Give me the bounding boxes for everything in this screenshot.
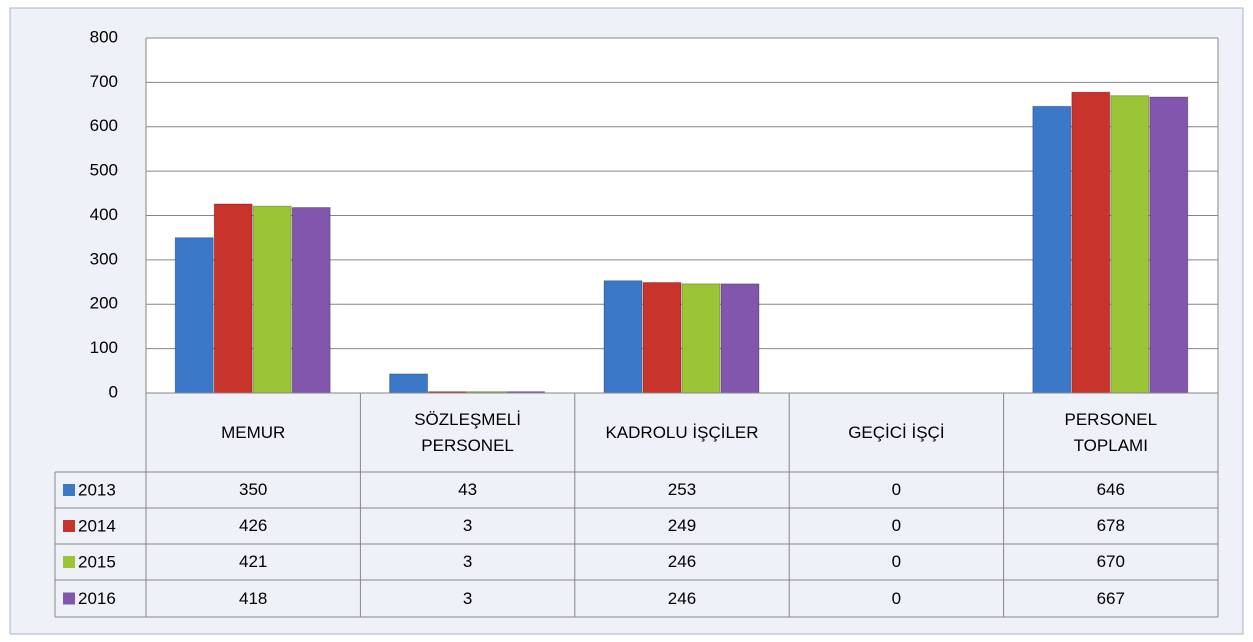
table-value: 3 (462, 588, 473, 608)
category-label: SÖZLEŞMELİ PERSONEL (414, 409, 521, 455)
table-value: 670 (1096, 552, 1125, 571)
legend-marker (63, 484, 75, 496)
bar (720, 283, 760, 394)
table-value: 678 (1096, 516, 1125, 535)
bar (213, 203, 253, 394)
y-tick-label: 600 (90, 116, 118, 135)
bar (252, 205, 292, 394)
category-label: KADROLU İŞÇİLER (605, 422, 759, 442)
bar (1149, 96, 1189, 394)
bar (291, 207, 331, 394)
y-tick-label: 500 (90, 161, 118, 180)
bar (681, 283, 721, 394)
bar (642, 282, 682, 394)
y-tick-label: 800 (90, 27, 118, 46)
bar (1032, 105, 1072, 394)
table-value: 646 (1096, 480, 1125, 499)
bar (174, 237, 214, 394)
table-value: 0 (891, 588, 902, 608)
y-tick-label: 300 (90, 249, 118, 268)
table-value: 350 (239, 480, 268, 499)
y-tick-label: 0 (109, 382, 118, 401)
table-value: 0 (891, 552, 902, 571)
legend-label: 2013 (78, 480, 116, 499)
table-value: 43 (458, 480, 478, 499)
table-value: 253 (667, 480, 697, 499)
table-value: 249 (667, 516, 697, 535)
y-tick-label: 400 (90, 205, 118, 224)
bar (1110, 95, 1150, 394)
bar (389, 373, 429, 394)
table-value: 3 (462, 552, 473, 571)
y-tick-label: 200 (90, 294, 118, 313)
table-value: 421 (239, 552, 268, 571)
table-value: 246 (667, 588, 697, 608)
bar (603, 280, 643, 394)
table-value: 3 (462, 516, 473, 535)
category-label: PERSONEL TOPLAMI (1064, 409, 1158, 455)
table-value: 667 (1096, 588, 1125, 608)
table-value: 0 (891, 516, 902, 535)
category-label: MEMUR (221, 422, 286, 442)
table-value: 246 (667, 552, 697, 571)
table-value: 0 (891, 480, 902, 499)
legend-marker (63, 520, 75, 532)
y-tick-label: 100 (90, 338, 118, 357)
y-tick-label: 700 (90, 72, 118, 91)
table-value: 426 (239, 516, 268, 535)
legend-marker (63, 556, 75, 568)
legend-label: 2016 (78, 589, 116, 608)
table-value: 418 (239, 588, 268, 608)
legend-label: 2014 (78, 516, 116, 535)
legend-marker (63, 592, 75, 605)
legend-label: 2015 (78, 552, 116, 571)
category-label: GEÇİCİ İŞÇİ (848, 422, 945, 442)
bar (1071, 91, 1111, 394)
